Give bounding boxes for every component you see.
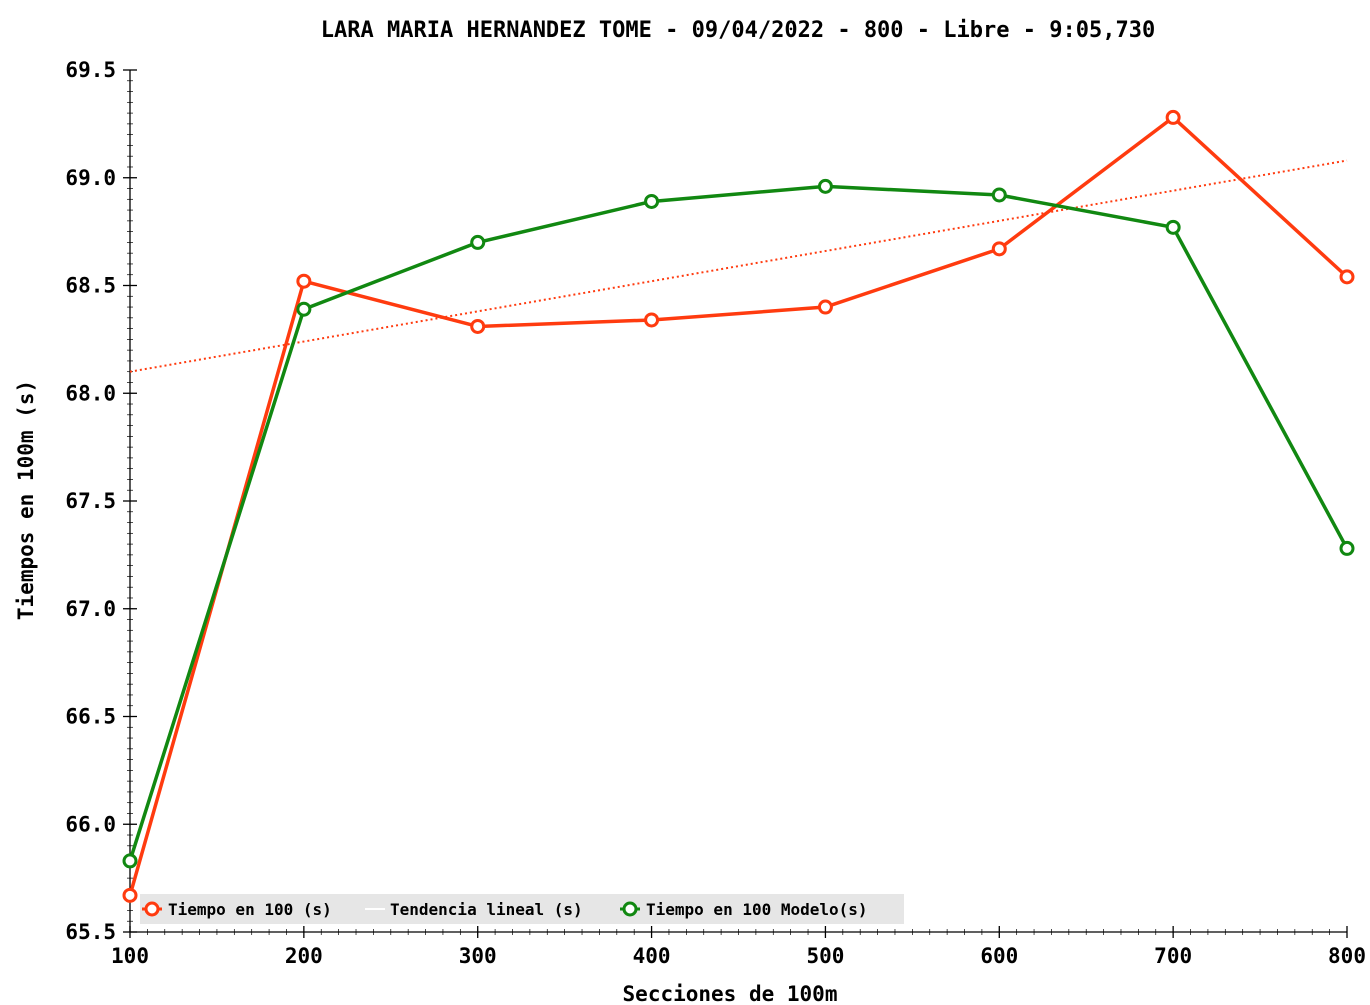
- x-tick-label: 700: [1154, 944, 1192, 968]
- series-line: [128, 115, 1349, 896]
- series-line: [128, 184, 1349, 862]
- legend: Tiempo en 100 (s) Tendencia lineal (s) Tie…: [140, 894, 904, 924]
- legend-swatch-marker: [144, 901, 160, 917]
- trend-line: [129, 159, 1348, 373]
- data-point: [296, 301, 312, 317]
- x-tick-label: 600: [980, 944, 1018, 968]
- data-point: [122, 887, 138, 903]
- series-1: [129, 159, 1348, 373]
- legend-label: Tiempo en 100 (s): [168, 900, 332, 919]
- y-tick-label: 68.0: [65, 381, 116, 405]
- data-point: [122, 853, 138, 869]
- data-point: [1339, 540, 1355, 556]
- legend-label: Tiempo en 100 Modelo(s): [646, 900, 868, 919]
- legend-box: [140, 894, 904, 924]
- legend-item-0: Tiempo en 100 (s): [142, 900, 332, 919]
- y-tick-label: 67.0: [65, 597, 116, 621]
- legend-item-1: Tendencia lineal (s): [365, 900, 583, 919]
- data-point: [817, 178, 833, 194]
- y-tick-label: 68.5: [65, 274, 116, 298]
- data-point: [1165, 219, 1181, 235]
- data-point: [1339, 269, 1355, 285]
- data-point: [644, 312, 660, 328]
- axes: 65.5 66.0 66.5 67.0 67.5 68.0 68.5 69.0 69.5 100 2…: [65, 58, 1366, 968]
- data-point: [817, 299, 833, 315]
- data-point: [296, 273, 312, 289]
- legend-swatch-marker: [622, 901, 638, 917]
- legend-item-2: Tiempo en 100 Modelo(s): [620, 900, 868, 919]
- x-tick-label: 100: [111, 944, 149, 968]
- y-tick-label: 67.5: [65, 489, 116, 513]
- data-point: [991, 241, 1007, 257]
- x-tick-label: 800: [1328, 944, 1366, 968]
- plot-area: [122, 109, 1355, 903]
- chart-title: LARA MARIA HERNANDEZ TOME - 09/04/2022 -…: [321, 18, 1155, 43]
- data-point: [470, 318, 486, 334]
- x-tick-label: 400: [633, 944, 671, 968]
- legend-label: Tendencia lineal (s): [390, 900, 583, 919]
- x-tick-label: 200: [285, 944, 323, 968]
- x-axis-label: Secciones de 100m: [623, 982, 838, 1005]
- series-0: [122, 109, 1355, 903]
- series-2: [122, 178, 1355, 869]
- y-tick-label: 66.0: [65, 812, 116, 836]
- data-point: [644, 193, 660, 209]
- y-axis-label: Tiempos en 100m (s): [14, 380, 38, 620]
- data-point: [470, 234, 486, 250]
- x-tick-label: 500: [806, 944, 844, 968]
- y-tick-label: 65.5: [65, 920, 116, 944]
- data-point: [1165, 109, 1181, 125]
- x-tick-label: 300: [459, 944, 497, 968]
- y-tick-label: 66.5: [65, 705, 116, 729]
- data-point: [991, 187, 1007, 203]
- y-tick-label: 69.0: [65, 166, 116, 190]
- y-tick-label: 69.5: [65, 58, 116, 82]
